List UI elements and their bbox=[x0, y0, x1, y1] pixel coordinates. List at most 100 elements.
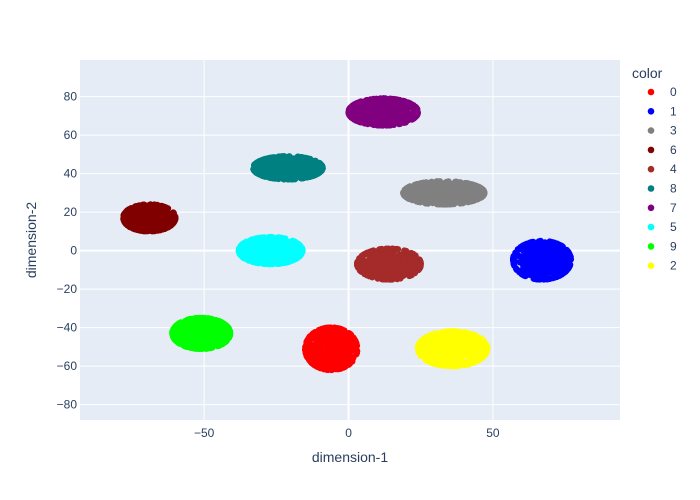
data-point bbox=[177, 328, 185, 336]
data-point bbox=[262, 250, 269, 257]
data-point bbox=[134, 217, 141, 225]
data-point bbox=[431, 187, 439, 194]
data-point bbox=[414, 109, 421, 116]
data-point bbox=[379, 275, 386, 283]
data-point bbox=[193, 345, 200, 352]
data-point bbox=[280, 175, 287, 182]
data-point bbox=[558, 258, 566, 265]
data-point bbox=[274, 253, 281, 260]
series-5 bbox=[235, 233, 306, 268]
data-point bbox=[369, 274, 376, 281]
data-point bbox=[365, 98, 372, 106]
data-point bbox=[340, 364, 347, 371]
data-point bbox=[398, 271, 406, 278]
data-point bbox=[319, 328, 326, 335]
data-point bbox=[324, 351, 331, 358]
data-point bbox=[169, 329, 176, 337]
data-point bbox=[452, 353, 459, 360]
data-point bbox=[551, 274, 558, 281]
data-point bbox=[361, 106, 369, 114]
data-point bbox=[376, 268, 383, 276]
data-point bbox=[341, 358, 348, 365]
data-point bbox=[456, 187, 463, 194]
data-point bbox=[175, 320, 182, 328]
data-point bbox=[547, 254, 555, 261]
data-point bbox=[257, 257, 264, 264]
data-point bbox=[288, 168, 296, 175]
data-point bbox=[334, 332, 342, 340]
data-point bbox=[415, 198, 422, 206]
data-point bbox=[303, 353, 311, 360]
data-point bbox=[201, 339, 208, 346]
data-point bbox=[398, 109, 406, 117]
data-point bbox=[467, 331, 475, 338]
data-point bbox=[212, 324, 219, 332]
data-point bbox=[371, 259, 378, 266]
data-point bbox=[564, 257, 572, 264]
data-point bbox=[252, 169, 260, 176]
series-9 bbox=[169, 314, 234, 352]
data-point bbox=[300, 165, 307, 172]
data-point bbox=[283, 158, 290, 165]
data-point bbox=[383, 263, 390, 270]
data-point bbox=[346, 330, 353, 338]
data-point bbox=[461, 330, 469, 337]
data-point bbox=[412, 104, 419, 111]
data-point bbox=[258, 243, 266, 250]
series-4 bbox=[354, 245, 424, 283]
data-point bbox=[353, 100, 360, 107]
data-point bbox=[145, 222, 152, 230]
series-0 bbox=[302, 324, 361, 374]
data-point bbox=[235, 248, 243, 256]
data-point bbox=[341, 327, 348, 334]
data-point bbox=[399, 103, 406, 111]
series-1 bbox=[510, 237, 575, 283]
data-point bbox=[243, 238, 250, 245]
data-point bbox=[326, 357, 333, 365]
data-point bbox=[221, 321, 229, 328]
data-point bbox=[319, 349, 326, 357]
data-point bbox=[546, 246, 553, 253]
data-point bbox=[220, 339, 228, 347]
data-point bbox=[181, 339, 188, 346]
data-point bbox=[332, 327, 339, 334]
data-point bbox=[280, 252, 287, 259]
data-point bbox=[472, 186, 480, 193]
data-point bbox=[151, 205, 158, 212]
data-point bbox=[513, 266, 521, 273]
data-point bbox=[215, 318, 223, 325]
data-point bbox=[375, 256, 383, 263]
data-point bbox=[443, 178, 450, 186]
data-point bbox=[225, 325, 232, 332]
data-point bbox=[394, 246, 402, 253]
data-point bbox=[184, 316, 192, 323]
data-point bbox=[302, 347, 309, 354]
data-point bbox=[277, 239, 284, 246]
data-point bbox=[207, 316, 215, 324]
data-point bbox=[334, 365, 341, 373]
data-point bbox=[313, 363, 321, 370]
data-point bbox=[401, 192, 409, 200]
data-point bbox=[150, 216, 157, 223]
data-point bbox=[535, 261, 543, 269]
data-point bbox=[193, 331, 200, 338]
data-point bbox=[181, 323, 188, 331]
data-point bbox=[207, 328, 214, 336]
data-point bbox=[415, 192, 422, 199]
data-point bbox=[407, 183, 414, 190]
data-point bbox=[132, 207, 139, 214]
series-8 bbox=[250, 153, 326, 183]
data-point bbox=[251, 243, 258, 250]
data-point bbox=[266, 259, 274, 266]
data-point bbox=[526, 268, 534, 276]
data-point bbox=[462, 191, 469, 198]
data-points bbox=[120, 95, 575, 374]
data-point bbox=[346, 111, 353, 118]
data-point bbox=[278, 169, 285, 176]
data-point bbox=[379, 104, 386, 111]
data-point bbox=[390, 252, 397, 259]
data-point bbox=[538, 241, 545, 248]
data-point bbox=[306, 172, 313, 179]
data-point bbox=[287, 176, 295, 183]
data-point bbox=[155, 216, 162, 223]
